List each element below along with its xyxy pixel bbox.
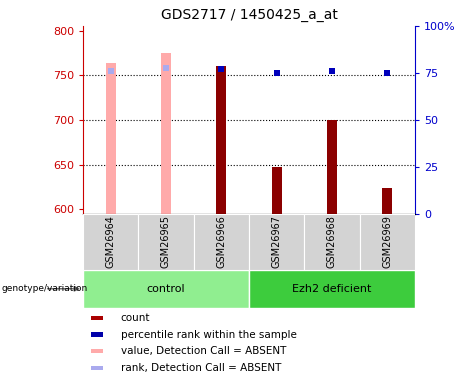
Bar bbox=[138, 214, 194, 270]
Text: Ezh2 deficient: Ezh2 deficient bbox=[292, 284, 372, 294]
Text: rank, Detection Call = ABSENT: rank, Detection Call = ABSENT bbox=[121, 363, 281, 373]
Text: GSM26964: GSM26964 bbox=[106, 215, 116, 268]
Bar bbox=[216, 66, 226, 214]
Text: GSM26968: GSM26968 bbox=[327, 215, 337, 268]
Text: percentile rank within the sample: percentile rank within the sample bbox=[121, 330, 297, 339]
Text: control: control bbox=[147, 284, 185, 294]
Text: GSM26966: GSM26966 bbox=[216, 215, 226, 268]
Bar bbox=[249, 270, 415, 308]
Text: GSM26965: GSM26965 bbox=[161, 215, 171, 268]
Bar bbox=[304, 214, 360, 270]
Title: GDS2717 / 1450425_a_at: GDS2717 / 1450425_a_at bbox=[160, 9, 337, 22]
Bar bbox=[360, 214, 415, 270]
Bar bbox=[161, 53, 171, 214]
Text: GSM26969: GSM26969 bbox=[382, 215, 392, 268]
Bar bbox=[83, 214, 138, 270]
Bar bbox=[90, 350, 103, 353]
Bar bbox=[90, 366, 103, 370]
Bar bbox=[83, 270, 249, 308]
Bar bbox=[106, 63, 116, 214]
Text: GSM26967: GSM26967 bbox=[272, 215, 282, 268]
Bar bbox=[90, 316, 103, 320]
Bar bbox=[382, 188, 392, 214]
Text: count: count bbox=[121, 313, 150, 322]
Text: value, Detection Call = ABSENT: value, Detection Call = ABSENT bbox=[121, 346, 286, 356]
Bar bbox=[272, 167, 282, 214]
Bar bbox=[90, 333, 103, 336]
Text: genotype/variation: genotype/variation bbox=[2, 284, 88, 293]
Bar bbox=[327, 120, 337, 214]
Bar bbox=[194, 214, 249, 270]
Bar bbox=[249, 214, 304, 270]
